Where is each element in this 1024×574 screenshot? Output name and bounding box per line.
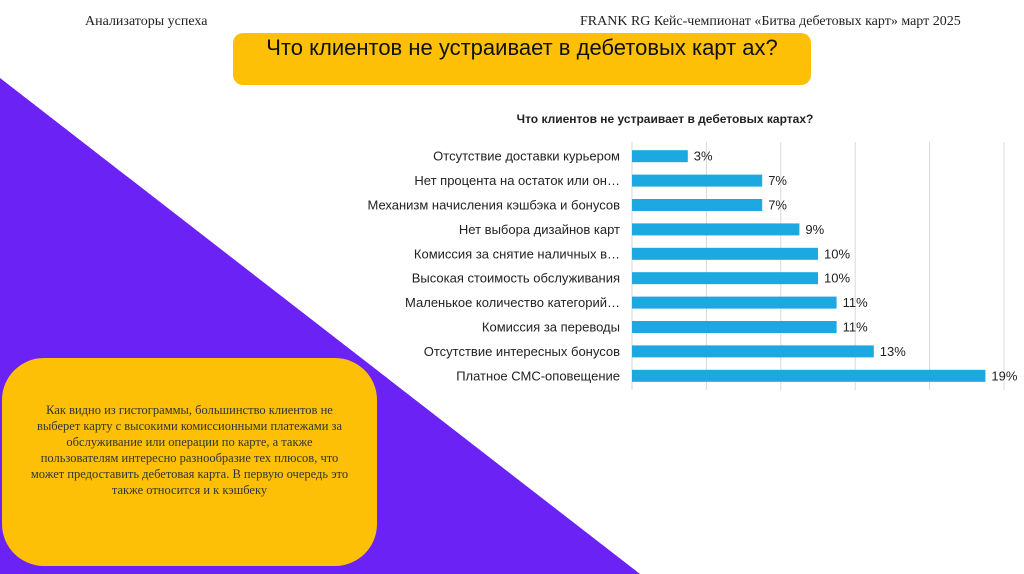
bar (632, 296, 837, 309)
chart-value-labels: 3%7%7%9%10%10%11%11%13%19% (694, 149, 1018, 384)
chart-title: Что клиентов не устраивает в дебетовых к… (516, 112, 814, 126)
category-label: Платное СМС-оповещение (456, 368, 620, 383)
category-label: Механизм начисления кэшбэка и бонусов (367, 198, 620, 213)
category-label: Нет процента на остаток или он… (414, 173, 620, 188)
bar (632, 150, 688, 163)
bar (632, 272, 818, 285)
bar (632, 174, 763, 187)
bar (632, 321, 837, 333)
category-label: Высокая стоимость обслуживания (412, 271, 620, 286)
category-label: Нет выбора дизайнов карт (459, 222, 620, 237)
value-label: 19% (991, 368, 1017, 383)
chart-category-labels: Отсутствие доставки курьером Нет процента… (367, 149, 620, 384)
value-label: 10% (824, 271, 850, 286)
value-label: 11% (843, 320, 868, 335)
conclusion-note: Как видно из гистограммы, большинство кл… (2, 358, 377, 566)
value-label: 9% (805, 222, 824, 237)
category-label: Отсутствие интересных бонусов (424, 344, 620, 359)
bar (632, 345, 874, 358)
value-label: 7% (768, 173, 787, 188)
slide-title: Что клиентов не устраивает в дебетовых к… (233, 33, 811, 85)
value-label: 13% (880, 344, 906, 359)
category-label: Комиссия за переводы (482, 320, 620, 335)
value-label: 11% (843, 295, 868, 310)
bar (632, 247, 818, 260)
value-label: 7% (768, 198, 787, 213)
value-label: 3% (694, 149, 713, 164)
bar (632, 223, 800, 236)
header-event-name: FRANK RG Кейс-чемпионат «Битва дебетовых… (580, 14, 961, 29)
category-label: Маленькое количество категорий… (405, 295, 620, 310)
bar (632, 199, 763, 211)
bar (632, 369, 986, 382)
value-label: 10% (824, 246, 850, 261)
chart-bars (632, 150, 986, 382)
header-team-name: Анализаторы успеха (85, 14, 208, 29)
category-label: Комиссия за снятие наличных в… (414, 246, 620, 261)
category-label: Отсутствие доставки курьером (433, 149, 620, 164)
